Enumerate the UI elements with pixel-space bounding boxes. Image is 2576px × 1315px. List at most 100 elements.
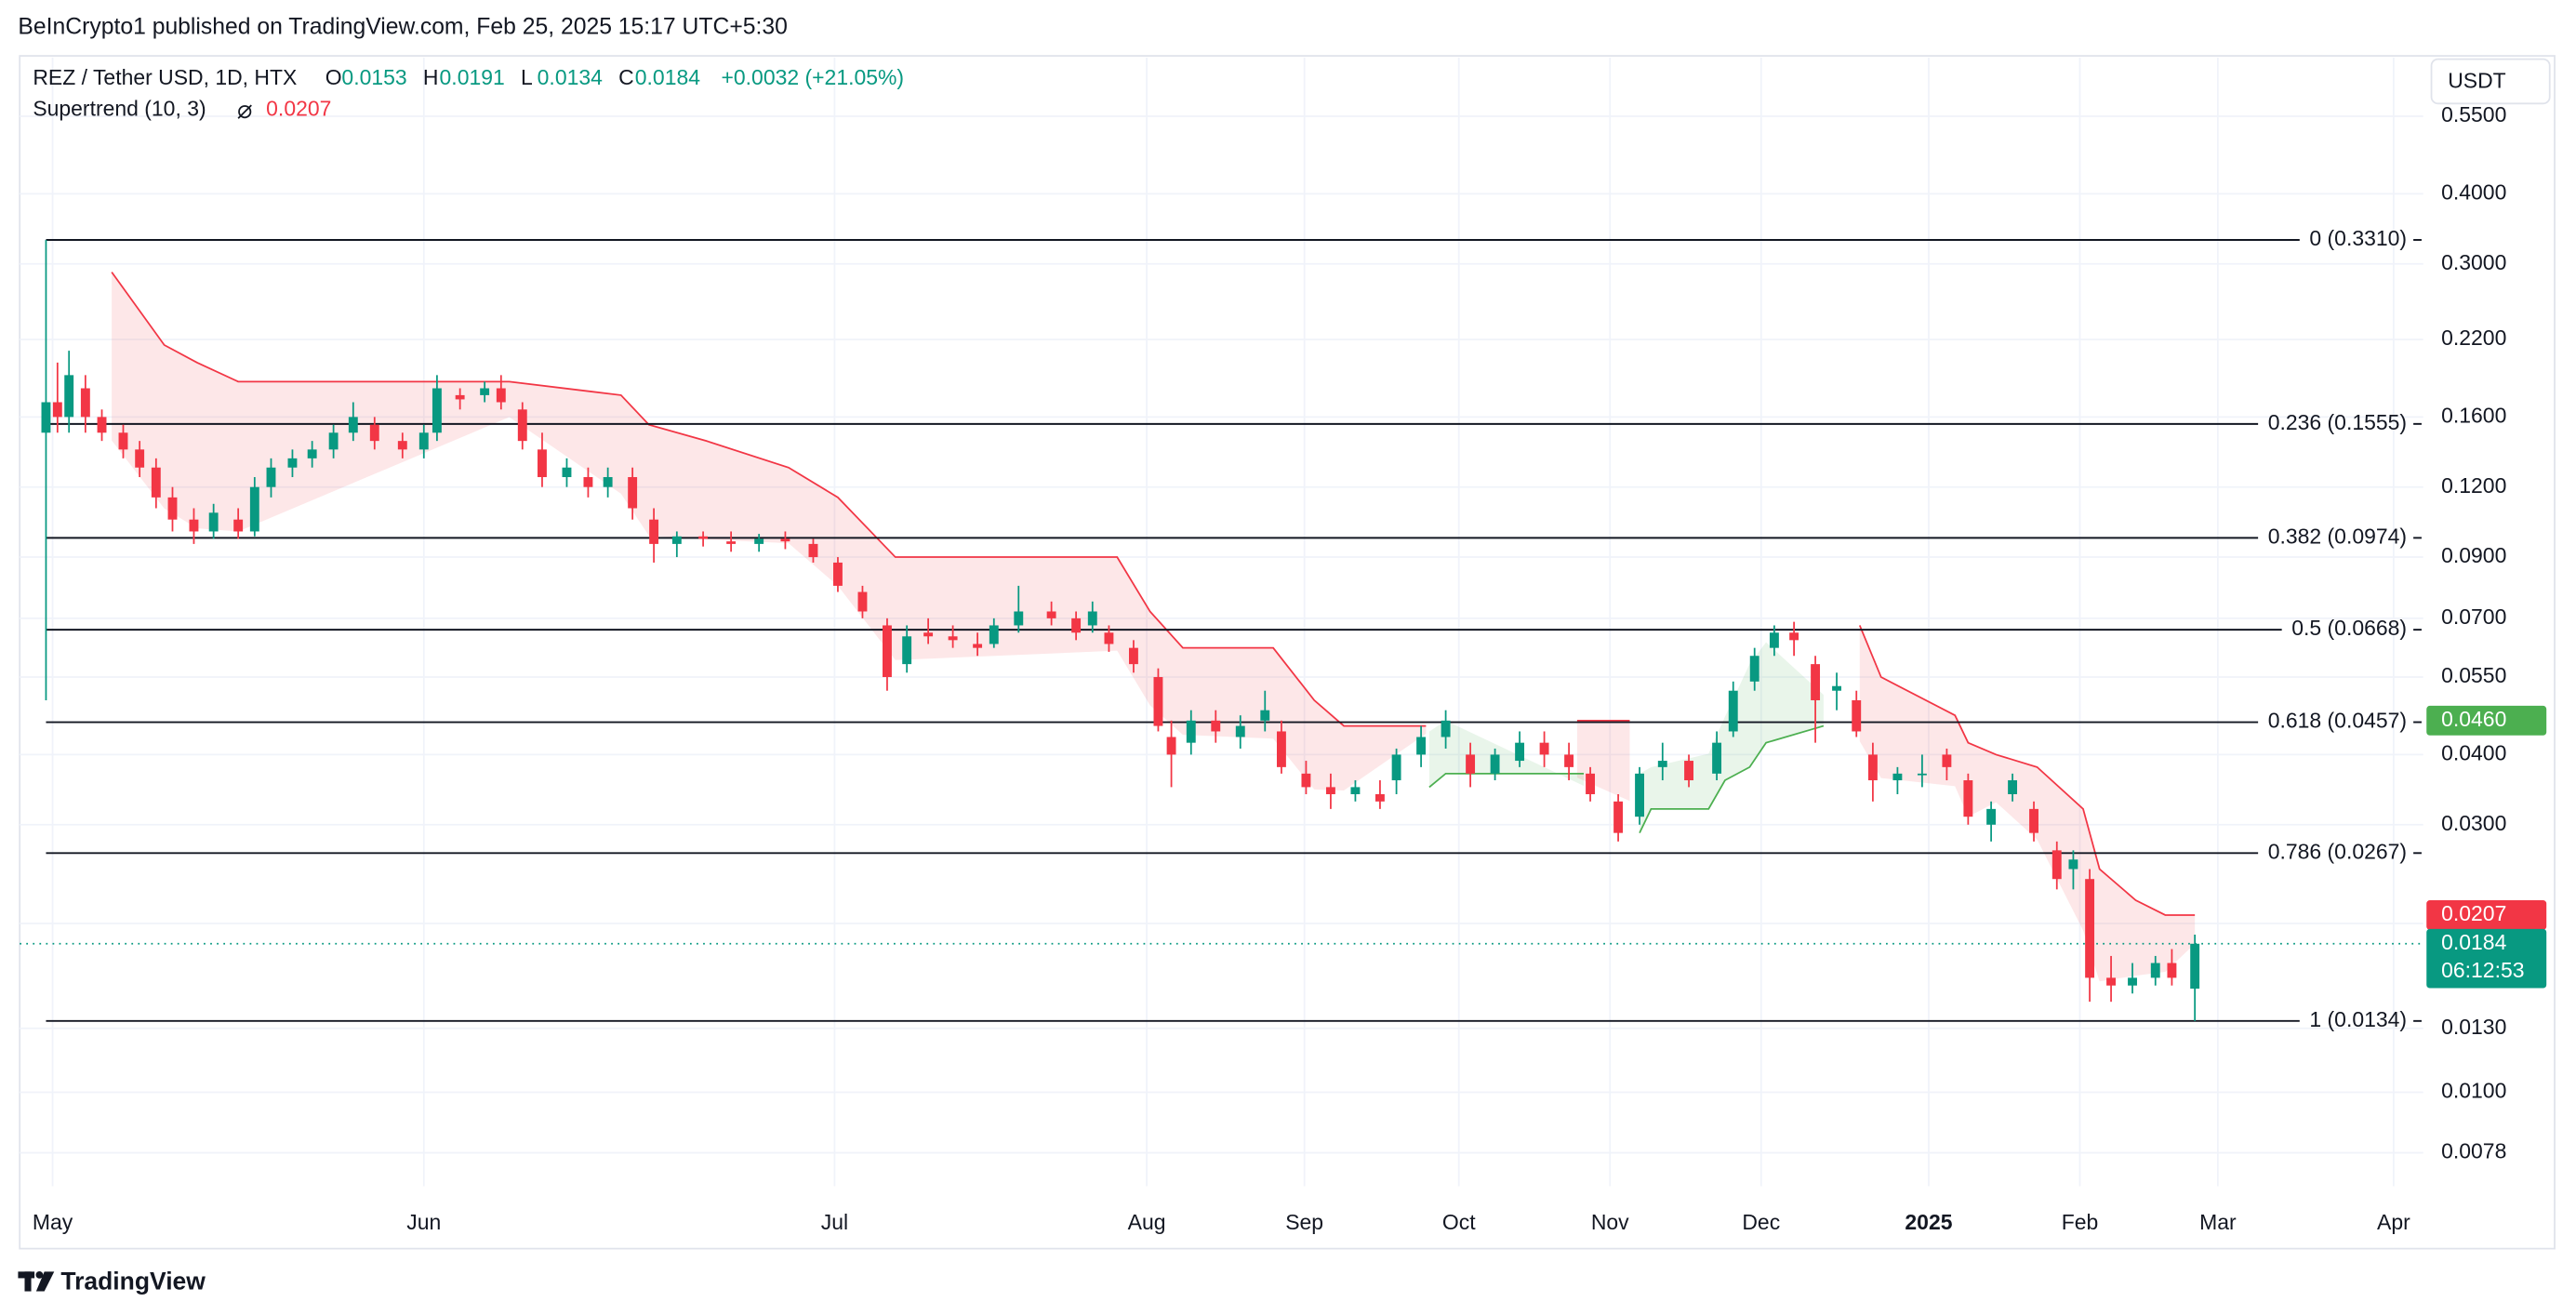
candle-body <box>1046 611 1056 618</box>
ohlc-key: L <box>521 65 533 89</box>
candle-body <box>1852 699 1862 732</box>
fib-label: 0.382 (0.0974) <box>2268 524 2407 548</box>
ohlc-value: 0.0153 <box>341 65 406 89</box>
candle-body <box>2150 963 2160 978</box>
candle-body <box>603 477 613 487</box>
x-tick-label: Jul <box>821 1210 848 1234</box>
candle-body <box>671 536 682 544</box>
y-tick-label: 0.0300 <box>2441 811 2506 835</box>
candle-body <box>1586 773 1595 794</box>
y-tick-label: 0.0100 <box>2441 1079 2506 1103</box>
symbol-label: REZ / Tether USD, 1D, HTX <box>33 65 297 89</box>
candle-body <box>1211 720 1221 732</box>
candle-body <box>649 519 659 544</box>
price-tag-label: 0.0207 <box>2441 901 2506 925</box>
candle-body <box>1684 761 1693 781</box>
publish-note: BeInCrypto1 published on TradingView.com… <box>18 15 787 40</box>
candle-body <box>1276 731 1286 767</box>
candle-body <box>249 486 259 532</box>
candle-body <box>1087 611 1097 626</box>
candle-body <box>135 449 145 468</box>
candle-body <box>189 519 199 532</box>
candle-body <box>1466 754 1476 774</box>
y-tick-label: 0.5500 <box>2441 102 2506 126</box>
indicator-value: 0.0207 <box>266 96 331 120</box>
supertrend-line <box>111 272 1427 727</box>
price-tag <box>2426 928 2547 989</box>
price-tag-label: 0.0184 <box>2441 930 2506 954</box>
x-tick-label: Feb <box>2062 1210 2099 1234</box>
candle-body <box>989 625 999 644</box>
y-tick-label: 0.0400 <box>2441 740 2506 764</box>
currency-button <box>2430 58 2551 105</box>
candle-body <box>948 636 958 641</box>
y-tick-label: 0.0130 <box>2441 1015 2506 1039</box>
x-tick-label: 2025 <box>1905 1210 1952 1234</box>
candle-body <box>1350 787 1361 794</box>
logo-part <box>35 1271 55 1292</box>
candle-body <box>167 497 178 520</box>
hidden-icon <box>237 104 252 119</box>
candle-body <box>628 477 638 509</box>
candle-body <box>1811 664 1821 700</box>
candle-body <box>754 538 764 544</box>
y-tick-label: 0.0550 <box>2441 663 2506 687</box>
candle-body <box>902 636 912 665</box>
candle-body <box>369 424 379 442</box>
candle-body <box>2167 963 2177 978</box>
supertrend-line <box>1639 724 1825 834</box>
candle-body <box>118 432 128 450</box>
ohlc-value: 0.0184 <box>635 65 700 89</box>
x-tick-label: Sep <box>1285 1210 1323 1234</box>
x-tick-label: Aug <box>1128 1210 1166 1234</box>
change-label: +0.0032 (+21.05%) <box>722 65 905 89</box>
chart-frame <box>19 55 2556 1250</box>
logo-part <box>24 1271 32 1292</box>
candle-body <box>833 562 843 586</box>
candle-body <box>97 417 107 433</box>
candle-body <box>780 538 790 542</box>
candle-body <box>1416 737 1427 755</box>
candle-body <box>80 388 90 418</box>
candle-body <box>208 512 219 532</box>
candle-body <box>973 644 983 648</box>
candle-body <box>41 402 51 433</box>
fib-label: 0.5 (0.0668) <box>2291 616 2407 640</box>
candle-body <box>1712 742 1722 774</box>
candle-body <box>151 467 161 498</box>
candle-body <box>1789 632 1799 641</box>
candle-body <box>857 591 868 612</box>
indicator-label: Supertrend (10, 3) <box>33 96 206 120</box>
candle-body <box>726 541 737 544</box>
candle-body <box>2128 977 2137 986</box>
candle-body <box>455 394 465 400</box>
candle-body <box>1657 761 1667 767</box>
candle-body <box>1917 773 1927 776</box>
candle-body <box>808 543 818 558</box>
candle-body <box>397 441 407 450</box>
candle-body <box>328 432 339 450</box>
candle-body <box>2190 943 2200 990</box>
fib-label: 0 (0.3310) <box>2309 226 2407 250</box>
candle-body <box>1014 611 1024 626</box>
candle-body <box>496 388 506 403</box>
candle-body <box>1104 632 1114 644</box>
fib-label: 0.618 (0.0457) <box>2268 709 2407 733</box>
candle-body <box>538 449 547 478</box>
x-tick-label: Jun <box>406 1210 441 1234</box>
candle-body <box>287 458 298 468</box>
x-tick-label: May <box>33 1210 73 1234</box>
candle-body <box>480 388 490 395</box>
candle-body <box>1564 754 1574 767</box>
candle-body <box>1441 720 1451 737</box>
candle-body <box>1867 754 1878 781</box>
price-tag <box>2426 705 2547 736</box>
candle-body <box>1128 647 1138 665</box>
candle-body <box>1942 754 1952 767</box>
y-tick-label: 0.1200 <box>2441 473 2506 498</box>
price-tag <box>2426 900 2547 930</box>
candle-body <box>1986 808 1997 825</box>
candle-body <box>2085 879 2095 978</box>
